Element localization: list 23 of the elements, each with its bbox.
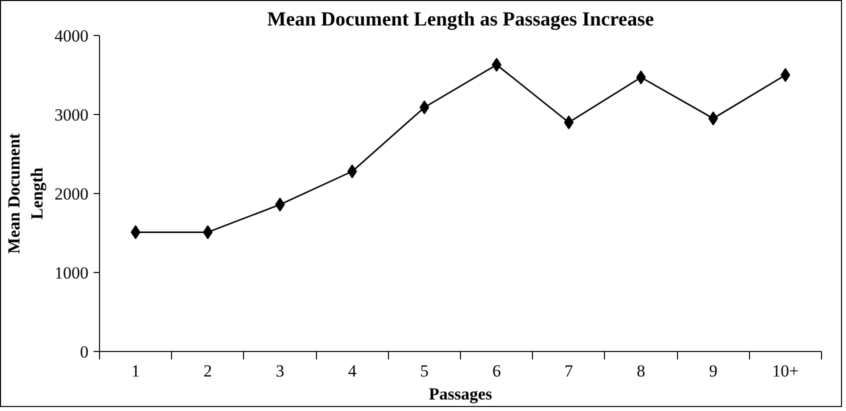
y-tick-label: 4000 xyxy=(54,26,88,46)
x-tick-label: 5 xyxy=(420,362,429,380)
x-tick-label: 6 xyxy=(492,362,501,380)
x-tick-label: 7 xyxy=(564,362,574,380)
x-tick-label: 4 xyxy=(348,362,357,380)
x-tick-label: 10+ xyxy=(772,362,799,380)
y-tick-label: 3000 xyxy=(54,106,88,124)
y-tick-label: 0 xyxy=(80,342,88,362)
x-tick-label: 9 xyxy=(708,362,718,380)
x-axis-title: Passages xyxy=(428,384,493,404)
point xyxy=(780,68,790,82)
x-tick-label: 2 xyxy=(204,362,212,380)
y-axis-title: Mean Document Length xyxy=(4,132,46,254)
point xyxy=(347,164,358,178)
point xyxy=(564,115,574,130)
point xyxy=(708,111,718,126)
x-tick-label: 3 xyxy=(276,362,284,380)
point xyxy=(202,225,213,240)
x-tick-label: 1 xyxy=(131,362,140,380)
y-tick-label: 1000 xyxy=(54,264,88,282)
x-tick-label: 8 xyxy=(636,362,646,380)
y-tick-label: 2000 xyxy=(54,184,88,204)
chart-title: Mean Document Length as Passages Increase xyxy=(267,8,654,30)
